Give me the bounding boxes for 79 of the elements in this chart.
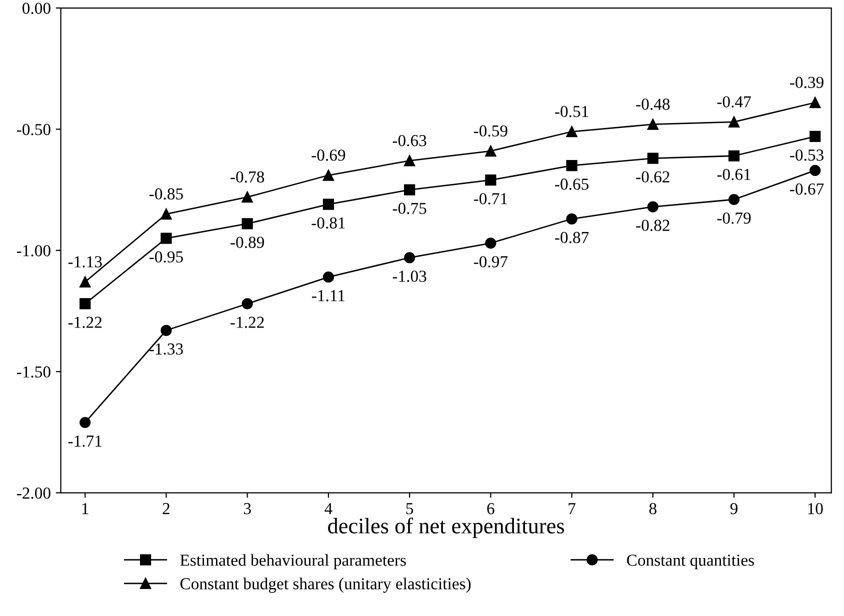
point (322, 198, 334, 210)
x-tick-label: 4 (324, 503, 332, 514)
x-tick-label: 7 (568, 503, 576, 514)
point (322, 272, 334, 283)
data-label: -1.71 (68, 436, 102, 447)
point (728, 150, 740, 162)
point (647, 118, 658, 130)
point (647, 201, 658, 212)
data-label: -0.82 (636, 220, 670, 232)
point (404, 252, 416, 264)
point (322, 170, 334, 181)
x-axis-title: deciles of net expenditures (328, 518, 564, 538)
x-tick-label: 6 (487, 503, 494, 514)
x-tick-label: 9 (730, 503, 738, 514)
data-label: -0.87 (555, 232, 589, 244)
point (160, 324, 172, 336)
x-tick-label: 5 (406, 503, 414, 514)
x-tick-label: 8 (649, 503, 656, 514)
data-label: -0.89 (230, 236, 264, 248)
x-tick-label: 2 (162, 503, 170, 514)
point (242, 298, 253, 310)
y-tick-label: -1.00 (16, 245, 50, 256)
data-label: -1.22 (230, 316, 264, 328)
data-label: -0.53 (790, 149, 824, 161)
point (485, 174, 496, 186)
y-tick-label: -2.00 (16, 488, 50, 499)
point (242, 218, 253, 230)
point (80, 276, 91, 288)
point (160, 232, 172, 244)
data-label: -0.48 (636, 98, 670, 110)
point (404, 155, 416, 166)
data-label: -0.69 (312, 150, 346, 161)
point (80, 298, 91, 310)
legend-label: Constant budget shares (unitary elasticities) (180, 578, 471, 593)
point (566, 213, 578, 224)
data-label: -1.33 (149, 343, 183, 355)
data-label: -0.75 (392, 202, 426, 214)
data-label: -0.79 (717, 212, 751, 224)
y-tick-label: 0.00 (22, 2, 50, 14)
y-tick-label: -1.50 (16, 366, 50, 378)
data-label: -0.71 (474, 193, 508, 204)
data-label: -0.62 (636, 171, 670, 183)
data-label: -0.39 (790, 76, 824, 88)
legend-label: Constant quantities (627, 554, 754, 570)
data-label: -0.61 (717, 168, 750, 180)
x-tick-label: 10 (808, 503, 823, 514)
point (485, 238, 496, 249)
data-label: -1.13 (68, 256, 102, 268)
data-label: -0.78 (230, 171, 264, 183)
point (647, 152, 658, 164)
data-label: -0.63 (392, 134, 426, 146)
point (728, 116, 740, 128)
point (160, 208, 172, 220)
data-label: -1.22 (68, 316, 102, 328)
point (242, 192, 253, 203)
point (810, 164, 821, 176)
data-label: -0.85 (149, 188, 183, 200)
data-label: -0.65 (555, 178, 588, 190)
data-label: -0.95 (149, 251, 183, 263)
data-label: -1.03 (392, 270, 426, 282)
point (810, 130, 821, 142)
point (566, 126, 578, 138)
y-tick-label: -0.50 (16, 124, 50, 136)
point (728, 194, 740, 206)
x-tick-label: 3 (244, 503, 251, 514)
point (485, 145, 496, 157)
data-label: -0.97 (474, 256, 508, 268)
point (404, 184, 416, 196)
data-label: -1.11 (312, 290, 344, 302)
data-label: -0.47 (717, 96, 751, 108)
data-label: -0.81 (312, 217, 345, 229)
data-label: -0.51 (555, 106, 588, 118)
legend-label: Estimated behavioural parameters (180, 554, 406, 570)
data-label: -0.59 (474, 125, 508, 137)
point (810, 96, 821, 108)
x-tick-label: 1 (82, 503, 88, 514)
data-label: -0.67 (790, 183, 824, 195)
point (566, 160, 578, 172)
point (80, 416, 91, 428)
